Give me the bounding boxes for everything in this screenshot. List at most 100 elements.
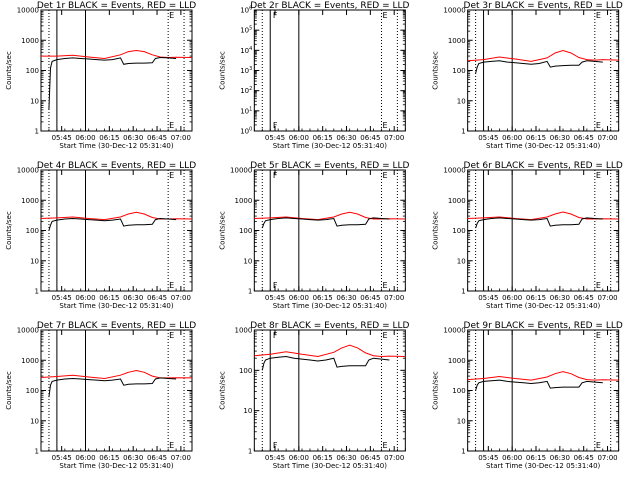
panel-title: Det 4r BLACK = Events, RED = LLD [37,161,196,171]
y-tick-label: 10000 [443,167,465,175]
x-tick-label: 06:00 [502,454,522,462]
x-tick-label: 07:00 [597,134,617,142]
x-tick-label: 06:00 [75,454,95,462]
panel-title: Det 8r BLACK = Events, RED = LLD [250,321,409,331]
flag-marker-bottom: E [169,281,174,290]
y-tick-label: 105 [240,26,252,35]
x-tick-label: 06:30 [123,454,143,462]
x-tick-label: 06:00 [502,294,522,302]
panel-title: Det 9r BLACK = Events, RED = LLD [464,321,623,331]
flag-marker-bottom: E [382,121,387,130]
y-tick-label: 10 [457,257,466,265]
series-lld-line [41,49,193,60]
plot-frame [40,9,193,132]
x-tick-label: 06:45 [360,134,380,142]
x-tick-label: 06:15 [99,454,119,462]
flag-marker-bottom: E [382,281,387,290]
x-tick-label: 05:45 [265,294,285,302]
x-tick-label: 05:45 [265,454,285,462]
y-tick-label: 101 [240,106,252,115]
y-tick-label: 1000 [21,37,39,45]
y-tick-label: 100 [452,387,465,395]
x-axis-label: Start Time (30-Dec-12 05:31:40) [59,462,173,470]
y-tick-label: 100 [26,227,39,235]
flag-marker-bottom: E [169,121,174,130]
plot-frame [467,169,620,292]
x-tick-label: 06:30 [550,294,570,302]
flag-marker: E [382,331,387,340]
series-lld-line [40,211,193,221]
y-tick-label: 1000 [235,327,253,335]
y-tick-label: 1000 [21,357,39,365]
plot-frame [467,329,620,452]
y-axis-label: Counts/sec [218,51,226,90]
flag-marker: E [169,331,174,340]
x-tick-label: 06:00 [75,294,95,302]
x-tick-label: 06:45 [574,134,594,142]
x-tick-label: 06:00 [502,134,522,142]
x-tick-label: 06:15 [313,134,333,142]
panel-title: Det 1r BLACK = Events, RED = LLD [37,1,196,11]
y-axis-label: Counts/sec [5,51,13,90]
plot-frame [253,169,406,292]
panel-title: Det 2r BLACK = Events, RED = LLD [250,1,409,11]
x-tick-label: 06:15 [526,454,546,462]
series-lld-line [254,211,406,221]
panel-title: Det 5r BLACK = Events, RED = LLD [250,161,409,171]
x-axis-label: Start Time (30-Dec-12 05:31:40) [59,142,173,150]
flag-marker: E [169,11,174,20]
y-tick-label: 10000 [443,327,465,335]
y-axis-label: Counts/sec [218,371,226,410]
series-events-line [48,217,177,231]
y-tick-label: 1 [248,448,252,456]
y-tick-label: 1000 [448,197,466,205]
x-tick-label: 06:15 [99,294,119,302]
y-tick-label: 10 [30,417,39,425]
x-tick-label: 07:00 [171,454,191,462]
panel-det-6: Det 6r BLACK = Events, RED = LLD 1 10 100 10… [432,161,623,310]
x-tick-label: 06:15 [313,454,333,462]
y-axis-label: Counts/sec [218,211,226,250]
panel-det-2: Det 2r BLACK = Events, RED = LLD 100 101 10… [218,1,409,150]
x-axis-label: Start Time (30-Dec-12 05:31:40) [486,302,600,310]
flag-marker: E [596,331,601,340]
y-tick-label: 100 [26,387,39,395]
y-tick-label: 100 [239,367,252,375]
series-events-line [48,377,177,398]
x-tick-label: 06:30 [123,294,143,302]
y-tick-label: 100 [452,67,465,75]
flag-marker: F [273,11,278,20]
flag-marker-bottom: F [273,441,278,450]
x-tick-label: 06:30 [336,134,356,142]
flag-marker: F [273,331,278,340]
x-tick-label: 07:00 [597,294,617,302]
x-tick-label: 06:15 [99,134,119,142]
y-tick-label: 10000 [443,7,465,15]
panel-det-9: Det 9r BLACK = Events, RED = LLD 1 10 100 10… [432,321,623,470]
x-tick-label: 06:45 [360,294,380,302]
y-tick-label: 10 [243,407,252,415]
x-tick-label: 06:30 [336,294,356,302]
y-tick-label: 1000 [235,197,253,205]
flag-marker-bottom: F [273,121,278,130]
x-tick-label: 06:30 [336,454,356,462]
series-lld-line [467,49,619,62]
y-tick-label: 103 [240,66,252,75]
series-events-line [475,60,603,74]
x-tick-label: 06:15 [313,294,333,302]
y-tick-label: 10000 [17,7,39,15]
x-tick-label: 05:45 [52,134,72,142]
x-tick-label: 07:00 [384,294,404,302]
y-tick-label: 10 [457,97,466,105]
y-tick-label: 1000 [448,357,466,365]
y-tick-label: 1 [35,128,39,136]
x-axis-label: Start Time (30-Dec-12 05:31:40) [486,142,600,150]
y-tick-label: 106 [240,6,252,15]
y-tick-label: 100 [240,127,252,136]
panel-title: Det 7r BLACK = Events, RED = LLD [37,321,196,331]
y-tick-label: 10 [457,417,466,425]
y-tick-label: 10 [30,257,39,265]
x-tick-label: 06:00 [289,294,309,302]
y-tick-label: 100 [452,227,465,235]
